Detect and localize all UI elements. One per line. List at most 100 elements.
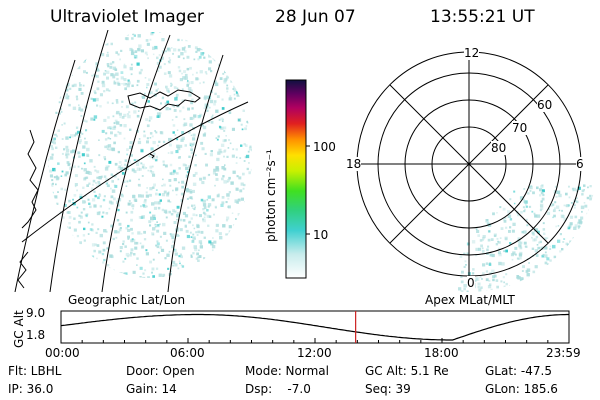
speckle-dot	[528, 186, 531, 189]
speckle-dot	[551, 203, 555, 207]
speckle-dot	[233, 229, 237, 233]
speckle-dot	[225, 201, 228, 204]
speckle-dot	[75, 132, 78, 136]
speckle-dot	[564, 293, 567, 296]
speckle-dot	[593, 246, 595, 249]
speckle-dot	[236, 201, 239, 204]
speckle-dot	[502, 218, 505, 221]
speckle-dot	[110, 131, 113, 135]
speckle-dot	[117, 208, 120, 212]
speckle-dot	[168, 74, 173, 78]
speckle-dot	[519, 245, 522, 248]
polar-mlt-plot	[356, 51, 597, 299]
speckle-dot	[173, 32, 176, 34]
mlt-meridian	[389, 84, 549, 244]
speckle-dot	[235, 187, 239, 191]
speckle-dot	[181, 136, 185, 141]
speckle-dot	[98, 194, 102, 197]
speckle-dot	[187, 87, 192, 91]
speckle-dot	[526, 224, 529, 227]
speckle-dot	[227, 65, 230, 69]
speckle-dot	[118, 161, 122, 164]
speckle-dot	[141, 279, 144, 282]
speckle-dot	[110, 195, 114, 199]
speckle-dot	[58, 101, 61, 104]
coastline	[17, 251, 29, 289]
speckle-dot	[175, 193, 178, 196]
speckle-dot	[73, 165, 76, 168]
speckle-dot	[241, 128, 244, 131]
speckle-dot	[178, 255, 181, 258]
speckle-dot	[568, 224, 572, 228]
speckle-dot	[182, 211, 186, 215]
speckle-dot	[504, 237, 508, 241]
speckle-dot	[146, 137, 149, 140]
speckle-dot	[139, 276, 142, 278]
speckle-dot	[471, 240, 476, 244]
speckle-dot	[567, 243, 571, 247]
speckle-dot	[218, 119, 221, 121]
speckle-dot	[540, 209, 542, 212]
speckle-dot	[199, 82, 201, 85]
speckle-dot	[181, 246, 186, 250]
speckle-dot	[596, 200, 597, 204]
speckle-dot	[557, 239, 561, 243]
speckle-dot	[220, 271, 224, 276]
speckle-dot	[142, 204, 145, 207]
speckle-dot	[488, 279, 491, 282]
speckle-dot	[206, 199, 209, 201]
speckle-dot	[525, 245, 528, 248]
speckle-dot	[56, 176, 60, 180]
speckle-dot	[485, 270, 489, 273]
speckle-dot	[531, 297, 533, 299]
speckle-dot	[130, 202, 133, 204]
speckle-dot	[193, 245, 197, 249]
speckle-dot	[56, 202, 59, 205]
speckle-dot	[154, 159, 157, 162]
speckle-dot	[75, 126, 79, 129]
speckle-dot	[50, 240, 53, 242]
speckle-dot	[176, 212, 180, 215]
speckle-dot	[569, 260, 572, 263]
speckle-dot	[193, 227, 196, 230]
speckle-dot	[248, 105, 251, 108]
speckle-dot	[83, 177, 87, 181]
speckle-dot	[212, 258, 215, 261]
speckle-dot	[98, 69, 100, 72]
speckle-dot	[489, 262, 492, 265]
speckle-dot	[222, 253, 225, 256]
speckle-dot	[130, 210, 134, 214]
speckle-dot	[161, 96, 164, 100]
speckle-dot	[71, 237, 75, 242]
speckle-dot	[242, 58, 245, 62]
speckle-dot	[245, 96, 249, 100]
speckle-dot	[110, 187, 112, 190]
speckle-dot	[248, 147, 252, 151]
speckle-dot	[505, 249, 508, 253]
speckle-dot	[175, 188, 178, 192]
speckle-dot	[555, 265, 558, 267]
mlt-label-6: 6	[576, 157, 584, 171]
speckle-dot	[224, 68, 229, 72]
speckle-dot	[134, 101, 137, 104]
speckle-dot	[166, 88, 170, 92]
timeline-ytick-max: 9.0	[26, 306, 46, 320]
speckle-dot	[192, 252, 195, 255]
speckle-dot	[192, 73, 194, 76]
speckle-dot	[185, 229, 189, 233]
speckle-dot	[48, 59, 51, 63]
speckle-dot	[205, 73, 208, 75]
speckle-dot	[163, 190, 167, 194]
speckle-dot	[210, 242, 214, 246]
speckle-dot	[125, 105, 129, 109]
speckle-dot	[557, 279, 560, 282]
speckle-dot	[153, 152, 156, 155]
gain-status: Gain: 14	[126, 382, 177, 396]
speckle-dot	[192, 213, 196, 217]
speckle-dot	[51, 179, 54, 182]
speckle-dot	[64, 252, 67, 255]
speckle-dot	[227, 205, 231, 209]
speckle-dot	[124, 87, 127, 91]
speckle-dot	[592, 290, 595, 292]
speckle-dot	[140, 205, 142, 208]
